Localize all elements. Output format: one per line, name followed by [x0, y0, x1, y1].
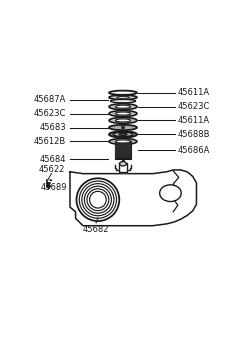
- Polygon shape: [119, 163, 127, 172]
- Ellipse shape: [121, 126, 125, 129]
- Text: 45623C: 45623C: [178, 102, 210, 111]
- Bar: [115, 142, 131, 159]
- Ellipse shape: [115, 112, 131, 115]
- Ellipse shape: [109, 125, 137, 130]
- Text: 45688B: 45688B: [178, 130, 210, 139]
- Text: 45611A: 45611A: [178, 88, 210, 97]
- Text: 45623C: 45623C: [34, 109, 66, 118]
- Ellipse shape: [109, 131, 137, 137]
- Ellipse shape: [109, 95, 137, 100]
- Text: 45687A: 45687A: [34, 95, 66, 104]
- Text: 45689: 45689: [40, 183, 67, 193]
- Ellipse shape: [109, 104, 137, 109]
- Ellipse shape: [160, 185, 181, 201]
- Ellipse shape: [109, 139, 137, 144]
- Text: 45686A: 45686A: [178, 146, 210, 155]
- Ellipse shape: [117, 96, 129, 98]
- Ellipse shape: [119, 133, 127, 135]
- Ellipse shape: [121, 161, 125, 165]
- Ellipse shape: [109, 110, 137, 117]
- Ellipse shape: [115, 105, 131, 108]
- Ellipse shape: [47, 184, 50, 188]
- Text: 45683: 45683: [40, 123, 66, 132]
- Ellipse shape: [115, 119, 131, 122]
- Ellipse shape: [115, 140, 131, 143]
- Ellipse shape: [113, 132, 133, 136]
- Ellipse shape: [120, 162, 126, 166]
- Ellipse shape: [109, 118, 137, 123]
- Polygon shape: [70, 170, 197, 226]
- Text: 45682: 45682: [83, 225, 109, 234]
- Text: 45684: 45684: [40, 155, 66, 164]
- Text: 45611A: 45611A: [178, 116, 210, 125]
- Text: 45622: 45622: [38, 165, 65, 174]
- Text: 45612B: 45612B: [34, 137, 66, 146]
- Ellipse shape: [110, 100, 136, 103]
